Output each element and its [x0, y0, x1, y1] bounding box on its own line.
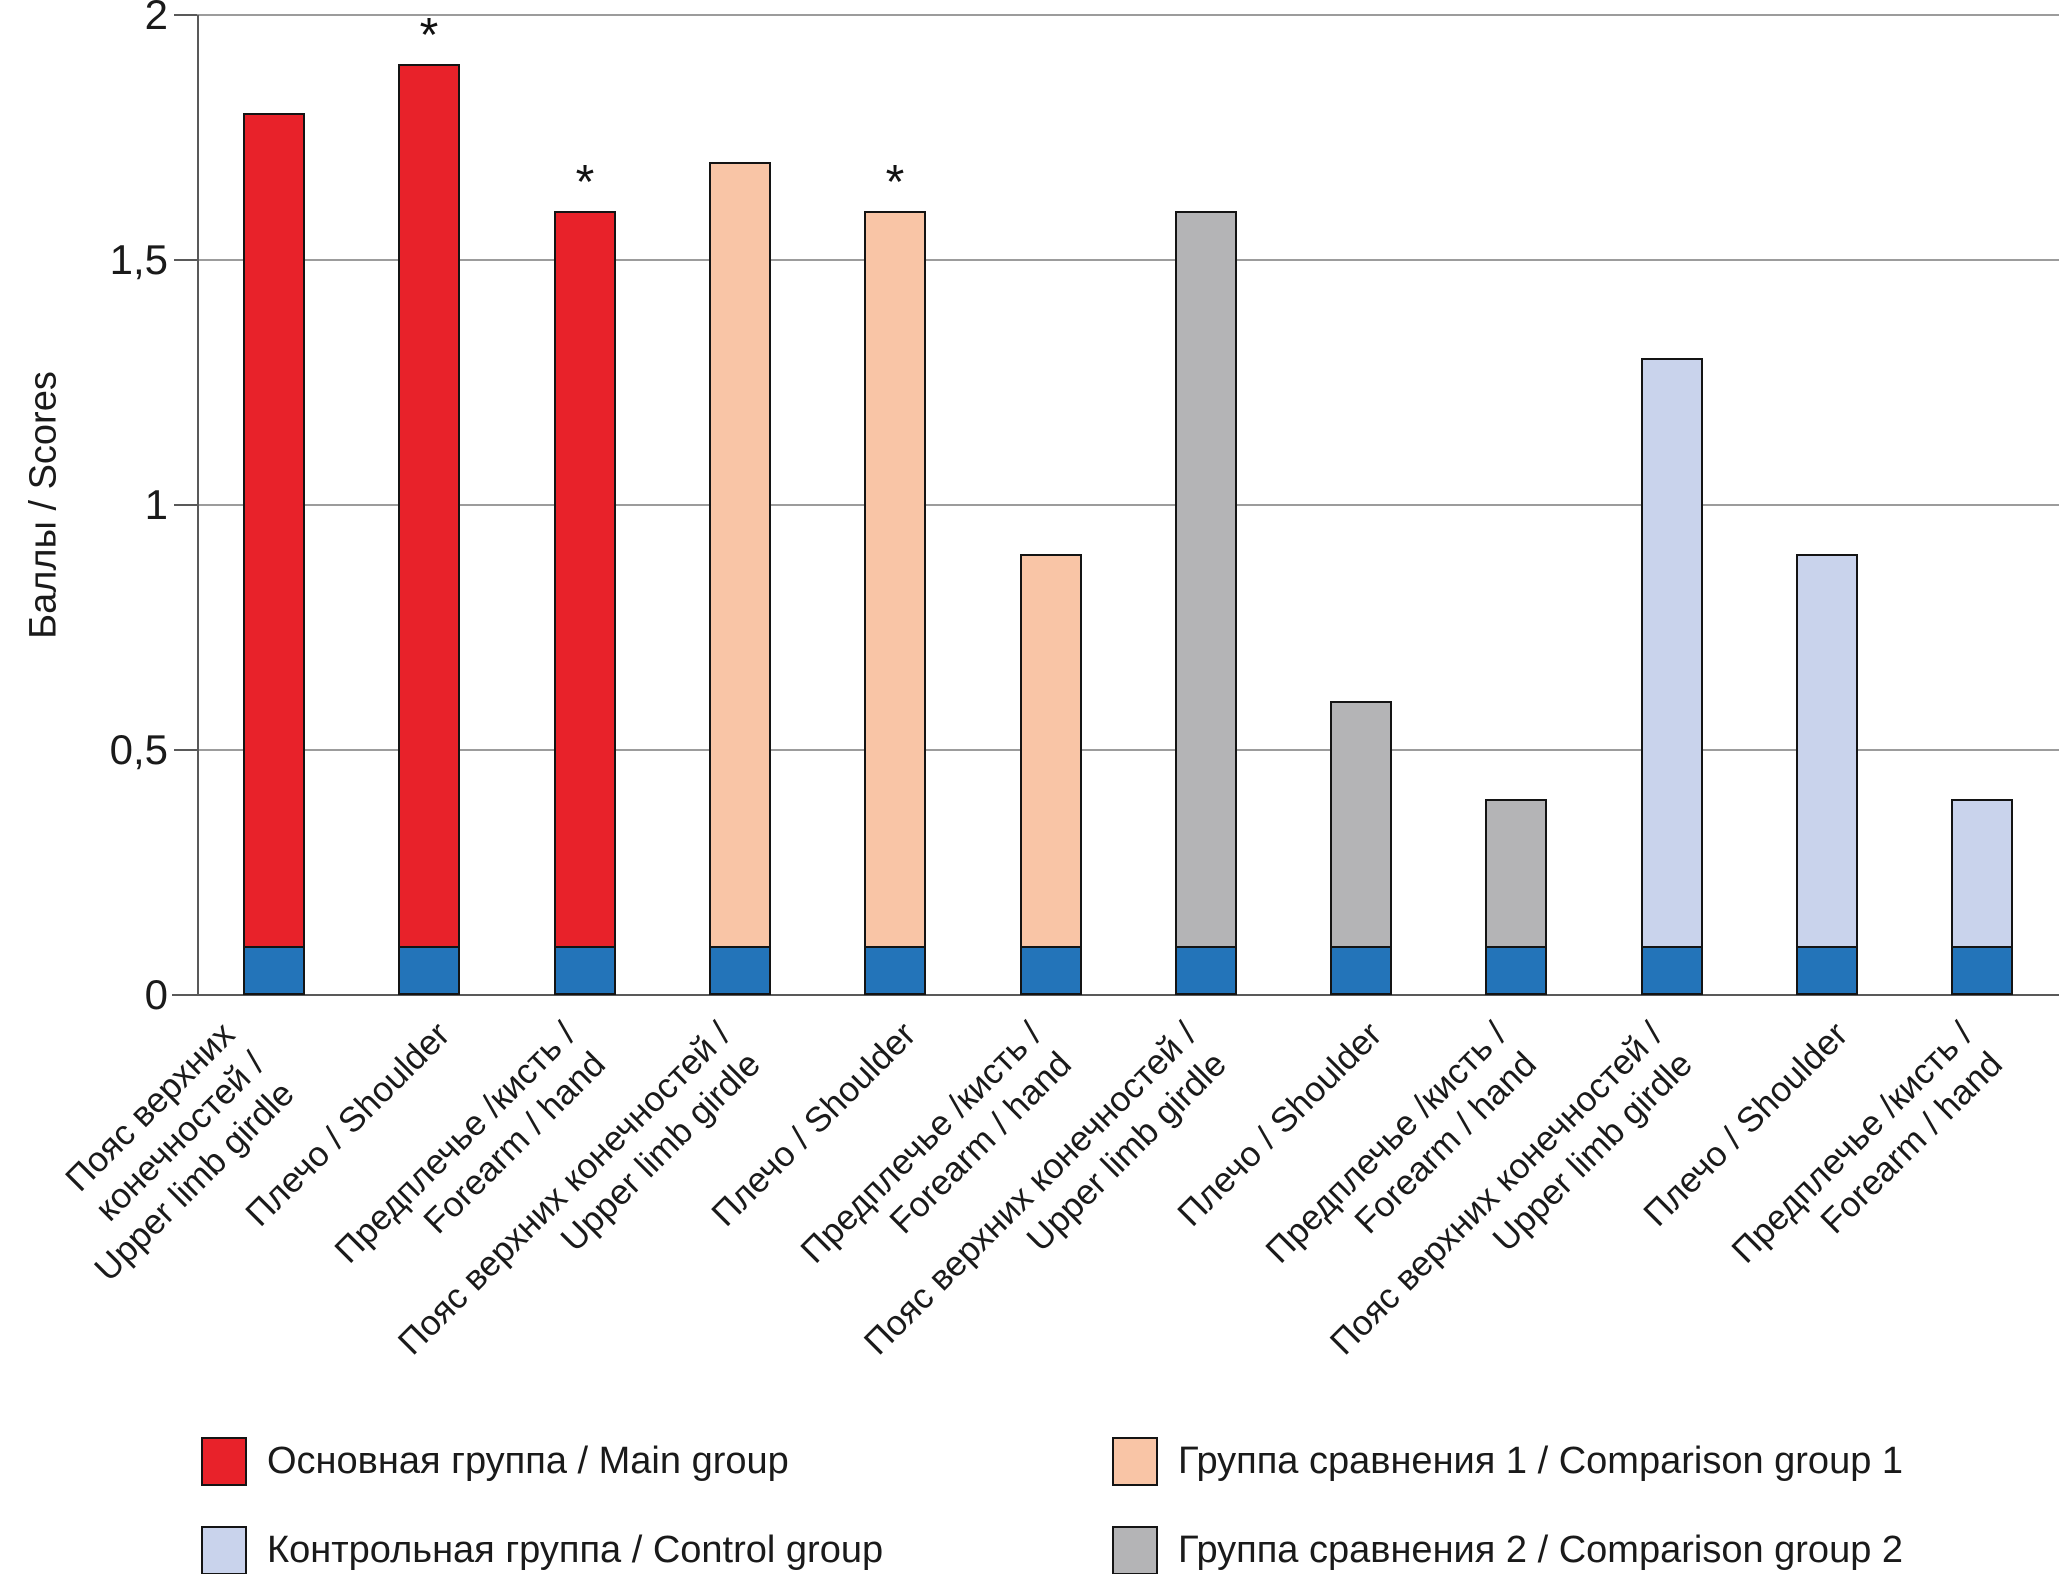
- legend-item-comparison2: Группа сравнения 2 / Comparison group 2: [1112, 1526, 1903, 1574]
- bar-base-segment: [243, 946, 305, 995]
- significance-asterisk: *: [419, 9, 439, 62]
- y-tick-label: 0: [144, 971, 168, 1018]
- legend-item-control: Контрольная группа / Control group: [201, 1526, 883, 1574]
- bar-base-segment: [1175, 946, 1237, 995]
- bar-segment-comparison1: [1020, 554, 1082, 948]
- bar-base-segment: [1020, 946, 1082, 995]
- significance-asterisk: *: [575, 156, 595, 209]
- y-tick: [174, 259, 197, 261]
- bar-base-segment: [1951, 946, 2013, 995]
- bar-segment-control: [1641, 358, 1703, 948]
- y-tick-label: 1,5: [109, 236, 168, 283]
- bar-segment-control: [1951, 799, 2013, 948]
- y-tick: [174, 994, 197, 996]
- legend-item-comparison1: Группа сравнения 1 / Comparison group 1: [1112, 1437, 1903, 1486]
- y-tick-label: 1: [144, 481, 168, 528]
- bar-base-segment: [1485, 946, 1547, 995]
- y-axis-line: [197, 15, 199, 995]
- legend-item-main: Основная группа / Main group: [201, 1437, 789, 1486]
- bar-segment-comparison1: [709, 162, 771, 948]
- legend-label-comparison1: Группа сравнения 1 / Comparison group 1: [1178, 1440, 1904, 1482]
- bar-segment-comparison2: [1175, 211, 1237, 948]
- gridline: [197, 504, 2059, 506]
- legend-swatch-control: [201, 1526, 247, 1574]
- bar-segment-main: [554, 211, 616, 948]
- bar-segment-control: [1796, 554, 1858, 948]
- bar-segment-comparison2: [1330, 701, 1392, 948]
- bar-segment-comparison1: [864, 211, 926, 948]
- gridline: [197, 749, 2059, 751]
- legend-swatch-comparison2: [1112, 1526, 1158, 1574]
- legend-swatch-comparison1: [1112, 1437, 1158, 1486]
- bar-base-segment: [709, 946, 771, 995]
- bar-base-segment: [398, 946, 460, 995]
- bar-base-segment: [554, 946, 616, 995]
- bar-base-segment: [1796, 946, 1858, 995]
- x-axis-line: [172, 994, 2059, 996]
- y-tick-label: 2: [144, 0, 168, 38]
- bar-segment-main: [243, 113, 305, 948]
- legend-label-control: Контрольная группа / Control group: [267, 1529, 884, 1571]
- legend-swatch-main: [201, 1437, 247, 1486]
- y-tick: [174, 14, 197, 16]
- bar-segment-comparison2: [1485, 799, 1547, 948]
- gridline: [197, 14, 2059, 16]
- bar-segment-main: [398, 64, 460, 948]
- gridline: [197, 259, 2059, 261]
- y-tick: [174, 749, 197, 751]
- y-tick: [174, 504, 197, 506]
- legend-label-main: Основная группа / Main group: [267, 1440, 789, 1482]
- bar-base-segment: [1330, 946, 1392, 995]
- y-tick-label: 0,5: [109, 726, 168, 773]
- legend-label-comparison2: Группа сравнения 2 / Comparison group 2: [1178, 1529, 1904, 1571]
- bar-base-segment: [864, 946, 926, 995]
- bar-base-segment: [1641, 946, 1703, 995]
- significance-asterisk: *: [885, 156, 905, 209]
